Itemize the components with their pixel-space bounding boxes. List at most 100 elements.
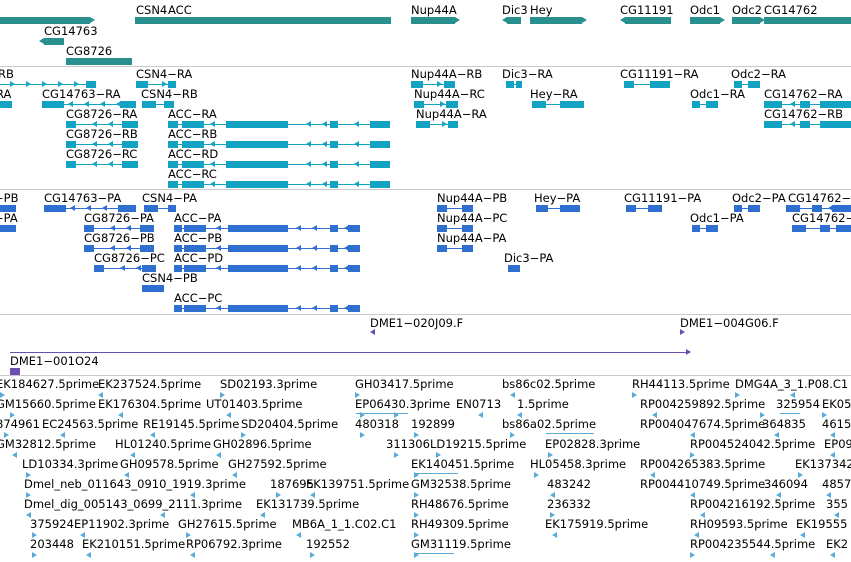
- acc-rc-exon[interactable]: [168, 181, 178, 188]
- cg14762-pb-exon[interactable]: [792, 225, 806, 232]
- cg8726-ra-intron-line[interactable]: [66, 124, 138, 125]
- acc-pc-exon[interactable]: [330, 305, 338, 312]
- acc-rd-exon[interactable]: [182, 161, 204, 168]
- hey-pa-intron-line[interactable]: [536, 208, 580, 209]
- hey-ra-exon[interactable]: [532, 101, 546, 108]
- nup44a-pb-exon[interactable]: [462, 205, 473, 212]
- cg14762-ra-exon[interactable]: [820, 101, 851, 108]
- acc-rb-exon[interactable]: [168, 141, 178, 148]
- acc-pa-exon[interactable]: [348, 225, 360, 232]
- gene-dic3-feature[interactable]: [507, 17, 521, 24]
- cg14762-pa-exon[interactable]: [786, 205, 800, 212]
- nup44a-rb-exon[interactable]: [444, 81, 455, 88]
- hey-pa-exon[interactable]: [536, 205, 548, 212]
- cg14763-ra-exon[interactable]: [120, 101, 136, 108]
- gene-odc1-feature[interactable]: [690, 17, 720, 24]
- odc2-ra-exon[interactable]: [734, 81, 742, 88]
- nup44a-pc-intron-line[interactable]: [437, 228, 473, 229]
- gene-cg8726-feature[interactable]: [66, 58, 132, 65]
- csn4-rb-exon[interactable]: [142, 101, 156, 108]
- cg8726-pa-exon[interactable]: [84, 225, 94, 232]
- acc-rb-exon[interactable]: [330, 141, 338, 148]
- cg14762-rb-exon[interactable]: [764, 121, 782, 128]
- nup44a-rb-intron-line[interactable]: [411, 84, 455, 85]
- nup44a-rc-exon[interactable]: [446, 101, 458, 108]
- cg8726-rb-intron-line[interactable]: [66, 144, 138, 145]
- csn4-ra-intron-line[interactable]: [136, 84, 176, 85]
- odc1-pa-intron-line[interactable]: [692, 228, 718, 229]
- csn4-ra-exon[interactable]: [136, 81, 148, 88]
- nup44a-rc-intron-line[interactable]: [414, 104, 458, 105]
- gene-cg14763-feature[interactable]: [44, 38, 64, 45]
- track-separator[interactable]: [0, 375, 851, 376]
- cg11191-pa-exon[interactable]: [648, 205, 662, 212]
- odc2-ra-exon[interactable]: [748, 81, 760, 88]
- odc1-ra-exon[interactable]: [692, 101, 700, 108]
- nup44a-pa-intron-line[interactable]: [437, 248, 473, 249]
- acc-rd-exon[interactable]: [330, 161, 338, 168]
- cg11191-ra-exon[interactable]: [624, 81, 634, 88]
- csn4-pa-exon[interactable]: [168, 205, 176, 212]
- nup44a-pc-exon[interactable]: [437, 225, 447, 232]
- acc-rd-exon[interactable]: [226, 161, 288, 168]
- track-separator[interactable]: [0, 314, 851, 315]
- odc1-ra-exon[interactable]: [706, 101, 718, 108]
- hey-ra-exon[interactable]: [560, 101, 584, 108]
- pa-left-exon[interactable]: [0, 225, 16, 232]
- cg14762-pa-exon[interactable]: [812, 205, 822, 212]
- cg14762-rb-exon[interactable]: [800, 121, 810, 128]
- cg8726-pb-exon[interactable]: [84, 245, 94, 252]
- acc-pc-exon[interactable]: [348, 305, 360, 312]
- gene-cg14762-feature[interactable]: [764, 17, 851, 24]
- acc-pb-exon[interactable]: [228, 245, 288, 252]
- acc-ra-exon[interactable]: [182, 121, 204, 128]
- rb-left-exon[interactable]: [86, 81, 96, 88]
- est-read-line[interactable]: [356, 413, 408, 414]
- nup44a-ra-intron-line[interactable]: [416, 124, 458, 125]
- cg8726-pb-intron-line[interactable]: [84, 248, 154, 249]
- csn4-pa-exon[interactable]: [144, 205, 158, 212]
- csn4-rb-exon[interactable]: [164, 101, 174, 108]
- ra-left-exon[interactable]: [0, 101, 12, 108]
- cg14762-rb-exon[interactable]: [820, 121, 851, 128]
- acc-ra-exon[interactable]: [226, 121, 288, 128]
- acc-rc-exon[interactable]: [330, 181, 338, 188]
- acc-pb-exon[interactable]: [348, 245, 360, 252]
- acc-rc-exon[interactable]: [226, 181, 288, 188]
- nup44a-pc-exon[interactable]: [462, 225, 473, 232]
- acc-rb-exon[interactable]: [370, 141, 390, 148]
- cg14762-ra-exon[interactable]: [764, 101, 782, 108]
- cg14763-ra-intron-line[interactable]: [42, 104, 136, 105]
- track-separator[interactable]: [0, 66, 851, 67]
- acc-pb-exon[interactable]: [330, 245, 338, 252]
- nup44a-ra-exon[interactable]: [448, 121, 458, 128]
- cg8726-pb-exon[interactable]: [140, 245, 154, 252]
- est-read-line[interactable]: [780, 413, 800, 414]
- dic3-ra-exon[interactable]: [506, 81, 514, 88]
- gene-csn4-acc-feature[interactable]: [135, 17, 391, 24]
- cg14762-pa-exon[interactable]: [832, 205, 851, 212]
- acc-pc-exon[interactable]: [228, 305, 288, 312]
- acc-rb-exon[interactable]: [226, 141, 288, 148]
- bac-clone-start[interactable]: [10, 368, 20, 375]
- acc-rd-exon[interactable]: [370, 161, 390, 168]
- cg14762-pb-exon[interactable]: [836, 225, 851, 232]
- odc2-pa-intron-line[interactable]: [734, 208, 760, 209]
- track-separator[interactable]: [0, 189, 851, 190]
- acc-rd-exon[interactable]: [168, 161, 178, 168]
- gene-hey-feature[interactable]: [530, 17, 582, 24]
- csn4-pa-intron-line[interactable]: [144, 208, 176, 209]
- odc1-ra-intron-line[interactable]: [692, 104, 718, 105]
- cg8726-pa-exon[interactable]: [140, 225, 154, 232]
- csn4-ra-exon[interactable]: [168, 81, 176, 88]
- cg8726-rb-exon[interactable]: [66, 141, 76, 148]
- hey-ra-intron-line[interactable]: [532, 104, 584, 105]
- cg14762-pb-exon[interactable]: [820, 225, 830, 232]
- cg14763-ra-exon[interactable]: [42, 101, 64, 108]
- gene-left-feature[interactable]: [0, 17, 90, 24]
- dic3-pa-exon[interactable]: [508, 265, 520, 272]
- est-read-line[interactable]: [546, 433, 594, 434]
- gene-odc2-feature[interactable]: [732, 17, 760, 24]
- cg14762-ra-exon[interactable]: [800, 101, 810, 108]
